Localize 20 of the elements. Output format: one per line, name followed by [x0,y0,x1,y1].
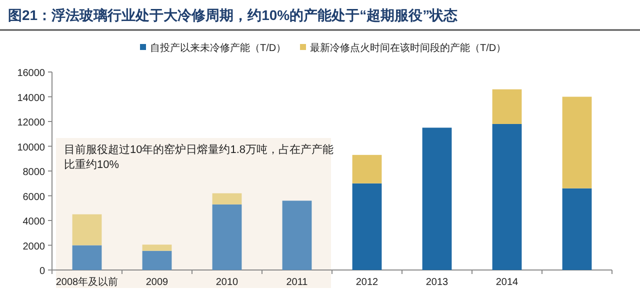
y-tick-label: 14000 [17,92,46,104]
x-tick-label: 2008年及以前 [56,276,118,288]
y-tick-label: 12000 [17,118,46,128]
legend-label: 自投产以来未冷修产能（T/D） [150,42,286,54]
y-tick-label: 8000 [22,167,46,178]
title: 图21：浮法玻璃行业处于大冷修周期，约10%的产能处于“超期服役”状态 [8,7,458,23]
y-tick-label: 6000 [22,192,46,203]
x-tick-label: 2013 [426,277,449,288]
annotation: 目前服役超过10年的窑炉日熔量约1.8万吨，占在产产能比重约10% [64,144,334,171]
x-tick-label: 2012 [356,277,379,288]
y-tick-label: 16000 [17,68,46,79]
y-tick-label: 0 [39,266,46,277]
x-tick-label: 2010 [216,277,239,288]
y-tick-label: 2000 [22,241,46,252]
y-tick-label: 10000 [17,142,46,154]
x-tick-label: 2009 [146,277,169,288]
x-tick-label: 2014 [496,277,519,288]
y-tick-label: 4000 [22,216,46,228]
legend-label: 最新冷修点火时间在该时间段的产能（T/D） [310,42,506,54]
x-tick-label: 2011 [286,277,308,288]
